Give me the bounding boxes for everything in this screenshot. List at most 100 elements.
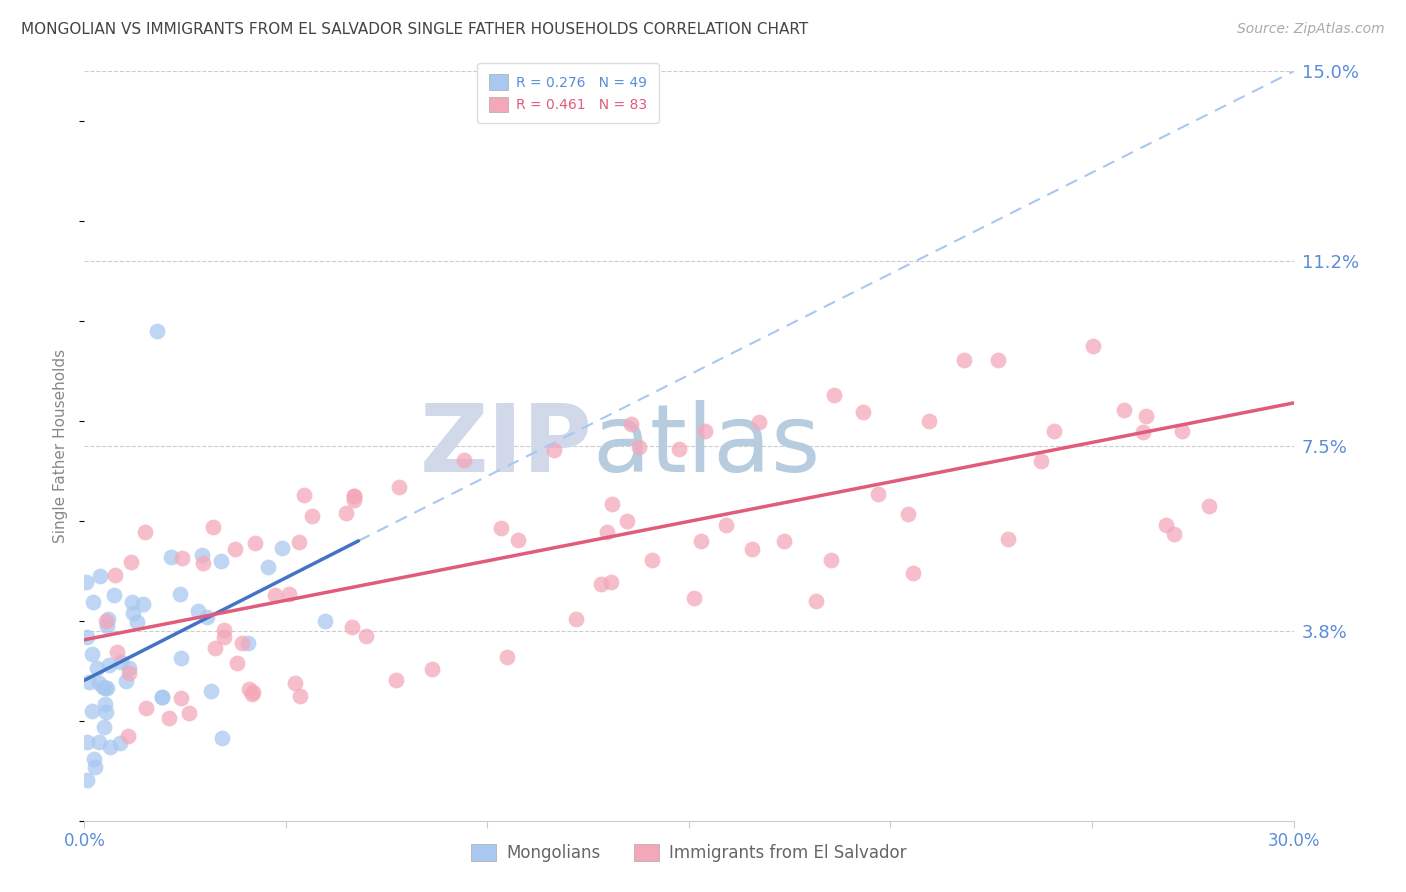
Text: ZIP: ZIP — [419, 400, 592, 492]
Point — [343, 493, 366, 508]
Point — [103, 568, 125, 582]
Point — [1031, 454, 1053, 468]
Point — [170, 650, 193, 665]
Point — [125, 615, 148, 629]
Point — [89, 569, 111, 583]
Point — [191, 556, 214, 570]
Point — [600, 574, 623, 589]
Point — [748, 415, 770, 429]
Point — [620, 417, 643, 431]
Point — [668, 442, 690, 456]
Text: atlas: atlas — [592, 400, 821, 492]
Point — [86, 661, 108, 675]
Point — [117, 730, 139, 744]
Point — [335, 506, 357, 520]
Point — [159, 549, 181, 564]
Point — [342, 620, 364, 634]
Point — [453, 453, 475, 467]
Point — [641, 553, 664, 567]
Point — [94, 614, 117, 628]
Point — [1163, 526, 1185, 541]
Point — [212, 624, 235, 638]
Point — [804, 594, 827, 608]
Point — [851, 405, 873, 419]
Point — [773, 534, 796, 549]
Point — [150, 690, 173, 704]
Point — [616, 514, 638, 528]
Point — [169, 587, 191, 601]
Point — [187, 604, 209, 618]
Point — [91, 681, 114, 695]
Point — [83, 752, 105, 766]
Point — [75, 574, 97, 589]
Point — [76, 735, 98, 749]
Point — [591, 577, 613, 591]
Point — [1114, 403, 1136, 417]
Point — [420, 662, 443, 676]
Point — [202, 519, 225, 533]
Point — [270, 541, 292, 555]
Point — [122, 606, 145, 620]
Point — [200, 684, 222, 698]
Point — [506, 533, 529, 547]
Point — [76, 772, 98, 787]
Point — [118, 660, 141, 674]
Point — [89, 735, 111, 749]
Point — [600, 497, 623, 511]
Point — [190, 548, 212, 562]
Point — [82, 648, 104, 662]
Point — [820, 553, 842, 567]
Point — [98, 657, 121, 672]
Point — [157, 711, 180, 725]
Point — [716, 518, 738, 533]
Point — [84, 760, 107, 774]
Point — [288, 534, 311, 549]
Text: MONGOLIAN VS IMMIGRANTS FROM EL SALVADOR SINGLE FATHER HOUSEHOLDS CORRELATION CH: MONGOLIAN VS IMMIGRANTS FROM EL SALVADOR… — [21, 22, 808, 37]
Point — [97, 612, 120, 626]
Point — [243, 536, 266, 550]
Point — [94, 705, 117, 719]
Point — [987, 353, 1010, 368]
Point — [901, 566, 924, 580]
Point — [77, 675, 100, 690]
Point — [1154, 518, 1177, 533]
Point — [120, 555, 142, 569]
Point — [108, 736, 131, 750]
Point — [177, 706, 200, 721]
Point — [918, 414, 941, 428]
Point — [997, 532, 1019, 546]
Point — [953, 352, 976, 367]
Y-axis label: Single Father Households: Single Father Households — [53, 349, 69, 543]
Point — [110, 655, 132, 669]
Point — [211, 731, 233, 745]
Point — [1132, 425, 1154, 439]
Point — [823, 388, 845, 402]
Point — [683, 591, 706, 605]
Point — [212, 630, 235, 644]
Point — [690, 534, 713, 549]
Point — [343, 489, 366, 503]
Point — [278, 587, 301, 601]
Point — [489, 521, 512, 535]
Point — [543, 443, 565, 458]
Point — [1135, 409, 1157, 424]
Point — [114, 673, 136, 688]
Point — [224, 541, 246, 556]
Point — [1043, 424, 1066, 438]
Point — [80, 704, 103, 718]
Point — [256, 560, 278, 574]
Point — [1171, 424, 1194, 438]
Point — [172, 551, 194, 566]
Point — [134, 525, 156, 540]
Point — [103, 588, 125, 602]
Point — [385, 673, 408, 688]
Point — [866, 487, 889, 501]
Legend: Mongolians, Immigrants from El Salvador: Mongolians, Immigrants from El Salvador — [465, 837, 912, 869]
Point — [82, 595, 104, 609]
Point — [105, 645, 128, 659]
Point — [314, 614, 336, 628]
Point — [231, 636, 253, 650]
Point — [238, 682, 260, 697]
Point — [741, 542, 763, 557]
Point — [132, 597, 155, 611]
